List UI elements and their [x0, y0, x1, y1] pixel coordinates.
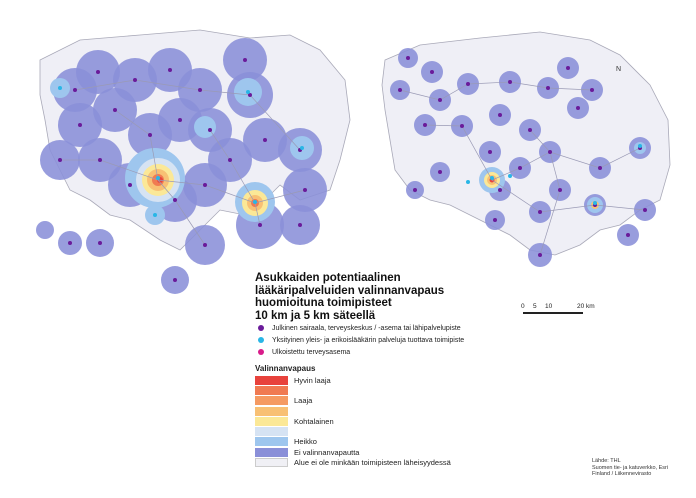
- legend-swatch: [255, 406, 288, 416]
- legend-label: Kohtalainen: [294, 416, 334, 426]
- left-map: [36, 29, 351, 294]
- legend-label: Ei valinnanvapautta: [294, 447, 360, 457]
- cyan-dot-icon: [258, 337, 264, 343]
- scale-bar: 0 5 10 20 km: [521, 303, 611, 319]
- north-arrow-icon: N: [616, 66, 622, 73]
- legend-label: Laaja: [294, 396, 313, 406]
- legend-item: [255, 385, 451, 395]
- point-label: Julkinen sairaala, terveyskeskus / -asem…: [272, 324, 461, 332]
- legend-swatch: [255, 458, 288, 468]
- legend-item: Hyvin laaja: [255, 375, 451, 385]
- color-legend: Valinnanvapaus Hyvin laaja Laaja Kohtala…: [255, 364, 451, 468]
- legend-title: Valinnanvapaus: [255, 364, 316, 373]
- point-legend-item: Ulkoistettu terveysasema: [258, 346, 464, 358]
- source-credit: Lähde: THL Suomen tie- ja katuverkko, Es…: [592, 458, 668, 478]
- scale-tick: 0: [521, 303, 525, 310]
- legend-item: Kohtalainen: [255, 416, 451, 426]
- legend-swatch: [255, 396, 288, 406]
- scale-tick: 20 km: [577, 303, 595, 310]
- legend-swatch: [255, 447, 288, 457]
- legend-swatch: [255, 437, 288, 447]
- title-line: lääkäripalveluiden valinnanvapaus: [255, 284, 445, 297]
- legend-item: Alue ei ole minkään toimipisteen läheisy…: [255, 457, 451, 468]
- map-title: Asukkaiden potentiaalinen lääkäripalvelu…: [255, 272, 495, 322]
- legend-swatch: [255, 385, 288, 395]
- purple-dot-icon: [258, 325, 264, 331]
- legend-item: [255, 406, 451, 416]
- legend-label: Heikko: [294, 437, 317, 447]
- legend-label: Alue ei ole minkään toimipisteen läheisy…: [294, 458, 451, 468]
- legend-item: Ei valinnanvapautta: [255, 447, 451, 457]
- legend-item: Laaja: [255, 396, 451, 406]
- title-line: huomioituna toimipisteet: [255, 297, 392, 309]
- title-line: 10 km ja 5 km säteellä: [255, 309, 376, 322]
- legend-label: Hyvin laaja: [294, 375, 331, 385]
- magenta-dot-icon: [258, 349, 264, 355]
- legend-item: Heikko: [255, 437, 451, 447]
- scale-tick: 5: [533, 303, 537, 310]
- legend-swatch: [255, 427, 288, 437]
- credit-line: Suomen tie- ja katuverkko, Esri: [592, 464, 669, 471]
- credit-line: Lähde: THL: [592, 458, 621, 464]
- title-line: Asukkaiden potentiaalinen: [255, 272, 401, 284]
- scale-line: [523, 312, 583, 314]
- point-label: Ulkoistettu terveysasema: [272, 348, 351, 356]
- scale-tick: 10: [545, 303, 553, 310]
- legend-item: [255, 426, 451, 437]
- credit-line: Finland / Liikennevirasto: [592, 471, 652, 477]
- legend-swatch: [255, 375, 288, 385]
- point-label: Yksityinen yleis- ja erikoislääkärin pal…: [272, 336, 465, 344]
- point-legend: Julkinen sairaala, terveyskeskus / -asem…: [258, 322, 464, 358]
- point-legend-item: Yksityinen yleis- ja erikoislääkärin pal…: [258, 334, 464, 346]
- right-map: [381, 31, 671, 267]
- point-legend-item: Julkinen sairaala, terveyskeskus / -asem…: [258, 322, 464, 334]
- legend-swatch: [255, 416, 288, 426]
